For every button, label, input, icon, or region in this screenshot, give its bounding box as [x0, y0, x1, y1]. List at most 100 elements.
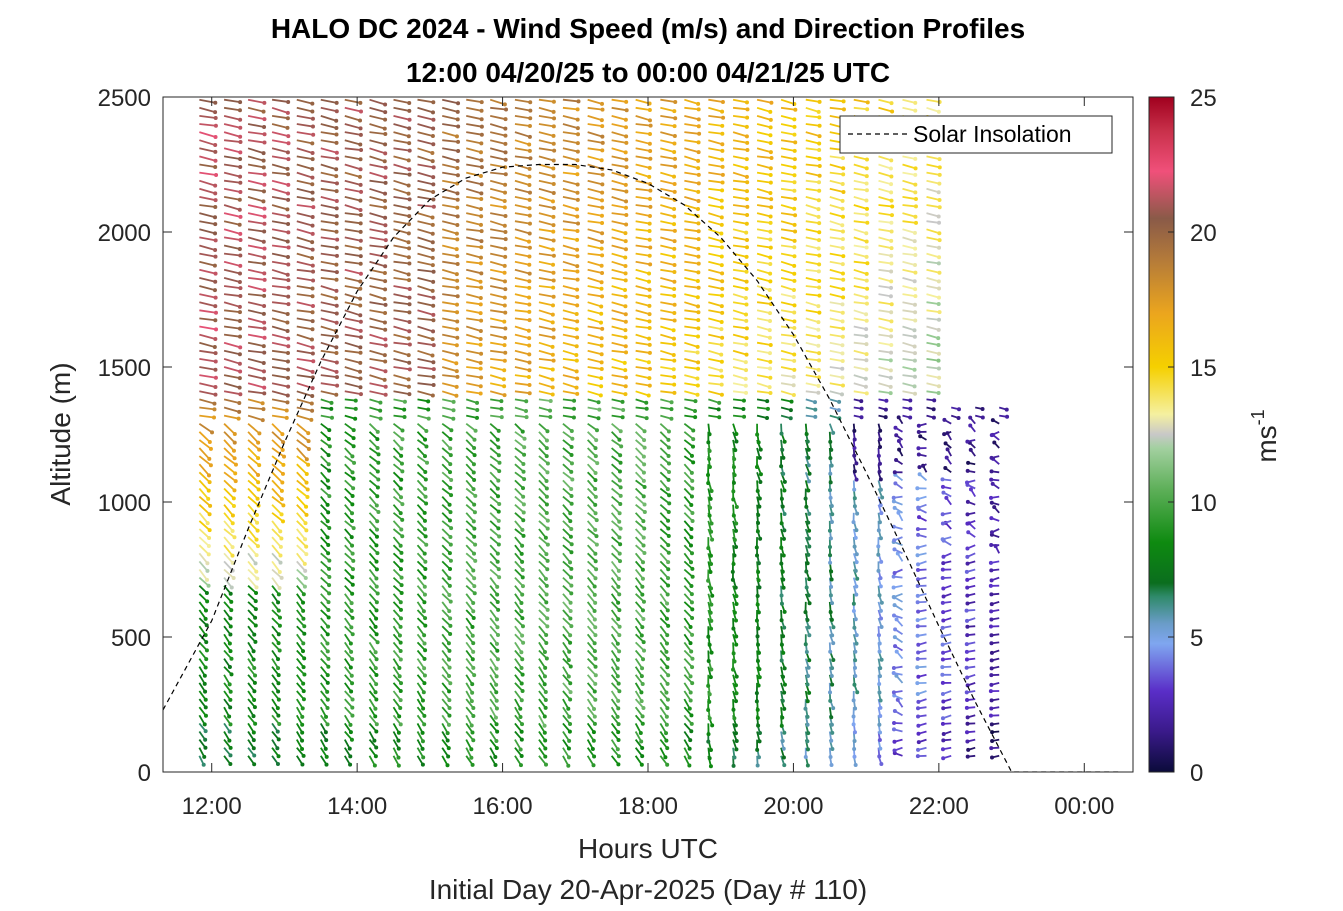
wind-arrow-head — [326, 656, 331, 661]
wind-arrow — [271, 487, 283, 500]
wind-arrow-head — [359, 189, 364, 194]
wind-arrow-head — [213, 204, 218, 209]
wind-arrow-head — [599, 320, 604, 325]
wind-arrow — [708, 147, 723, 152]
wind-arrow-head — [817, 293, 822, 298]
wind-arrow-head — [502, 279, 507, 284]
wind-arrow-head — [888, 375, 893, 380]
wind-arrow-head — [840, 237, 845, 242]
wind-arrow-head — [475, 408, 480, 413]
wind-arrow-head — [407, 126, 412, 131]
wind-arrow-head — [863, 384, 868, 389]
wind-arrow-head — [672, 302, 677, 307]
wind-arrow — [514, 244, 531, 249]
wind-arrow-head — [666, 567, 671, 572]
wind-arrow — [708, 260, 723, 266]
wind-arrow — [247, 293, 265, 297]
wind-arrow-head — [551, 238, 556, 243]
wind-arrow-head — [566, 746, 571, 751]
wind-arrow-head — [665, 697, 670, 702]
wind-arrow-head — [252, 762, 257, 767]
wind-arrow — [442, 236, 458, 241]
wind-arrow-head — [398, 722, 403, 727]
wind-arrow-head — [334, 270, 339, 275]
wind-arrow-head — [830, 601, 835, 606]
wind-arrow — [296, 414, 312, 421]
wind-arrow-head — [494, 722, 499, 727]
wind-arrow — [320, 390, 337, 396]
wind-arrow-head — [568, 519, 573, 524]
wind-arrow — [466, 220, 482, 226]
wind-arrow-head — [719, 342, 724, 347]
wind-arrow-head — [207, 440, 212, 445]
wind-arrow-head — [406, 384, 411, 389]
wind-arrow — [369, 244, 386, 249]
wind-arrow-head — [495, 559, 500, 564]
wind-arrow-head — [734, 747, 739, 752]
wind-arrow-head — [374, 657, 379, 662]
wind-arrow-head — [276, 681, 281, 686]
wind-arrow-head — [503, 310, 508, 315]
wind-arrow-head — [831, 641, 836, 646]
wind-arrow-head — [520, 429, 525, 434]
wind-arrow-head — [734, 439, 739, 444]
wind-arrow-head — [572, 398, 577, 403]
wind-arrow — [393, 228, 410, 235]
wind-arrow — [247, 544, 258, 556]
wind-arrow — [417, 358, 434, 364]
wind-arrow-head — [472, 445, 477, 450]
wind-arrow — [393, 301, 410, 306]
wind-arrow — [611, 390, 626, 395]
wind-arrow-head — [406, 336, 411, 341]
wind-arrow-head — [495, 600, 500, 605]
wind-arrow-head — [475, 400, 480, 405]
wind-arrow-head — [782, 625, 787, 630]
wind-arrow-head — [302, 631, 307, 636]
wind-arrow-head — [733, 723, 738, 728]
wind-arrow-head — [253, 615, 258, 620]
wind-arrow — [489, 123, 506, 130]
wind-arrow — [223, 147, 241, 154]
wind-arrow — [296, 155, 313, 161]
wind-arrow-head — [744, 336, 749, 341]
wind-arrow — [369, 317, 386, 324]
wind-arrow-head — [310, 408, 315, 413]
wind-arrow-head — [642, 485, 647, 490]
wind-arrow — [878, 293, 892, 298]
wind-arrow-head — [642, 526, 647, 531]
wind-arrow-head — [817, 156, 822, 161]
wind-arrow — [247, 277, 265, 281]
wind-arrow-head — [816, 246, 821, 251]
wind-arrow-head — [567, 714, 572, 719]
wind-arrow — [587, 349, 602, 356]
wind-arrow — [514, 293, 530, 299]
wind-arrow — [223, 366, 241, 373]
wind-arrow-head — [206, 496, 211, 501]
wind-arrow-head — [493, 715, 498, 720]
wind-arrow — [296, 333, 313, 341]
wind-arrow — [514, 341, 530, 347]
wind-arrow — [902, 228, 916, 234]
wind-arrow-head — [864, 212, 869, 217]
wind-arrow-head — [478, 384, 483, 389]
wind-arrow-head — [599, 158, 604, 163]
wind-arrow-head — [672, 358, 677, 363]
wind-arrow-head — [671, 336, 676, 341]
wind-arrow-head — [372, 738, 377, 743]
wind-arrow-head — [430, 110, 435, 115]
wind-arrow-head — [878, 698, 883, 703]
wind-arrow — [562, 268, 578, 273]
wind-arrow — [853, 106, 868, 111]
wind-arrow-head — [913, 214, 918, 219]
wind-arrow-head — [430, 231, 435, 236]
wind-arrow-head — [237, 318, 242, 323]
wind-arrow-head — [696, 150, 701, 155]
wind-arrow — [199, 349, 216, 355]
wind-arrow — [320, 147, 338, 154]
wind-arrow-head — [768, 180, 773, 185]
wind-arrow — [441, 358, 457, 365]
wind-arrow-head — [665, 681, 670, 686]
wind-arrow-head — [420, 698, 425, 703]
wind-arrow-head — [687, 746, 692, 751]
wind-arrow — [296, 479, 309, 491]
